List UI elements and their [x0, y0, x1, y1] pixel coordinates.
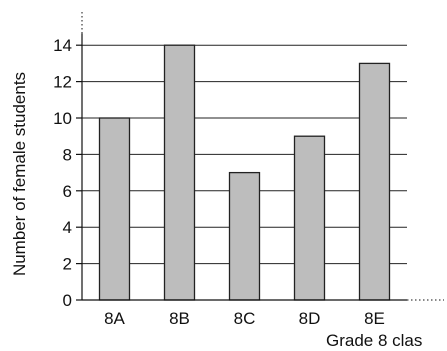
x-tick-label-8B: 8B [169, 309, 190, 328]
axes [81, 12, 444, 301]
y-tick-label-12: 12 [53, 73, 72, 92]
y-tick-label-4: 4 [63, 218, 72, 237]
bar-8B [163, 44, 196, 301]
x-tick-label-8A: 8A [104, 309, 125, 328]
y-tick-label-14: 14 [53, 36, 72, 55]
x-axis-label: Grade 8 clas [326, 331, 422, 350]
y-tick-label-8: 8 [63, 145, 72, 164]
bar-8D [293, 135, 326, 301]
x-tick-label-8D: 8D [299, 309, 321, 328]
bar-8A [98, 117, 131, 301]
bars [98, 44, 391, 301]
x-tick-labels: 8A 8B 8C 8D 8E [104, 309, 385, 328]
y-tick-label-2: 2 [63, 255, 72, 274]
x-tick-label-8E: 8E [364, 309, 385, 328]
y-tick-labels: 0 2 4 6 8 10 12 14 [53, 36, 82, 310]
x-tick-label-8C: 8C [234, 309, 256, 328]
y-tick-label-6: 6 [63, 182, 72, 201]
y-tick-label-0: 0 [63, 291, 72, 310]
y-axis-label: Number of female students [10, 72, 29, 276]
y-tick-label-10: 10 [53, 109, 72, 128]
bar-8C [228, 171, 261, 301]
bar-8E [358, 62, 391, 301]
